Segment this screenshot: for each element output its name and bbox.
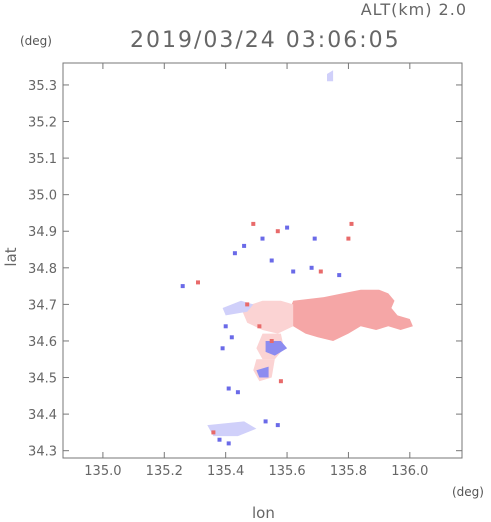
x-tick-label-3: 135.6 bbox=[268, 464, 305, 479]
echo-point-27 bbox=[217, 437, 222, 442]
echo-point-3 bbox=[242, 243, 247, 248]
y-tick-label-5: 34.8 bbox=[28, 262, 57, 277]
echo-point-13 bbox=[346, 236, 351, 241]
x-axis-label: lon bbox=[252, 504, 275, 522]
x-axis-unit: (deg) bbox=[452, 485, 484, 499]
echo-region-positive-1 bbox=[241, 300, 294, 334]
y-tick-label-8: 35.1 bbox=[28, 152, 57, 167]
echo-point-6 bbox=[269, 258, 274, 263]
echo-point-0 bbox=[180, 284, 185, 289]
y-tick-label-1: 34.4 bbox=[28, 408, 57, 423]
x-tick-label-1: 135.2 bbox=[146, 464, 183, 479]
echo-point-23 bbox=[257, 324, 262, 329]
echo-point-19 bbox=[235, 390, 240, 395]
y-tick-label-6: 34.9 bbox=[28, 225, 57, 240]
echo-point-5 bbox=[260, 236, 265, 241]
echo-point-11 bbox=[318, 269, 323, 274]
echo-point-24 bbox=[245, 302, 250, 307]
plot-frame bbox=[62, 62, 463, 459]
y-tick-label-10: 35.3 bbox=[28, 79, 57, 94]
echo-point-2 bbox=[232, 251, 237, 256]
echo-region-negative-7 bbox=[207, 421, 257, 437]
y-tick-label-7: 35.0 bbox=[28, 189, 57, 204]
echo-point-7 bbox=[275, 229, 280, 234]
echo-point-4 bbox=[251, 221, 256, 226]
altitude-label: ALT(km) 2.0 bbox=[360, 0, 467, 19]
y-tick-label-0: 34.3 bbox=[28, 445, 57, 460]
echo-point-8 bbox=[285, 225, 290, 230]
x-tick-label-5: 136.0 bbox=[391, 464, 428, 479]
x-tick-label-4: 135.8 bbox=[330, 464, 367, 479]
x-tick-label-0: 135.0 bbox=[84, 464, 121, 479]
echo-point-28 bbox=[226, 441, 231, 446]
echo-region-negative-8 bbox=[327, 70, 334, 82]
y-tick-label-2: 34.5 bbox=[28, 372, 57, 387]
datetime-title: 2019/03/24 03:06:05 bbox=[130, 28, 401, 53]
y-axis-unit: (deg) bbox=[20, 34, 52, 48]
echo-region-negative-6 bbox=[256, 366, 269, 378]
echo-point-14 bbox=[349, 221, 354, 226]
y-tick-label-3: 34.6 bbox=[28, 335, 57, 350]
echo-point-21 bbox=[278, 379, 283, 384]
echo-point-12 bbox=[337, 273, 342, 278]
echo-point-26 bbox=[275, 423, 280, 428]
echo-point-10 bbox=[309, 265, 314, 270]
y-tick-label-4: 34.7 bbox=[28, 298, 57, 313]
echo-point-18 bbox=[220, 346, 225, 351]
echo-point-1 bbox=[196, 280, 200, 285]
echo-point-17 bbox=[229, 335, 234, 340]
echo-point-16 bbox=[223, 324, 228, 329]
echo-point-9 bbox=[291, 269, 296, 274]
echo-region-positive-0 bbox=[287, 289, 413, 341]
echo-point-29 bbox=[211, 430, 216, 435]
echo-point-22 bbox=[269, 339, 274, 343]
echo-region-negative-5 bbox=[265, 341, 288, 356]
echo-point-25 bbox=[263, 419, 268, 424]
y-tick-label-9: 35.2 bbox=[28, 116, 57, 131]
x-tick-label-2: 135.4 bbox=[207, 464, 244, 479]
echo-point-20 bbox=[226, 386, 231, 391]
data-layer bbox=[180, 70, 413, 446]
tick-layer: 135.0 135.2 135.4 135.6 135.8 136.0 34.3 34.4 34… bbox=[28, 63, 462, 479]
echo-point-15 bbox=[312, 236, 317, 241]
